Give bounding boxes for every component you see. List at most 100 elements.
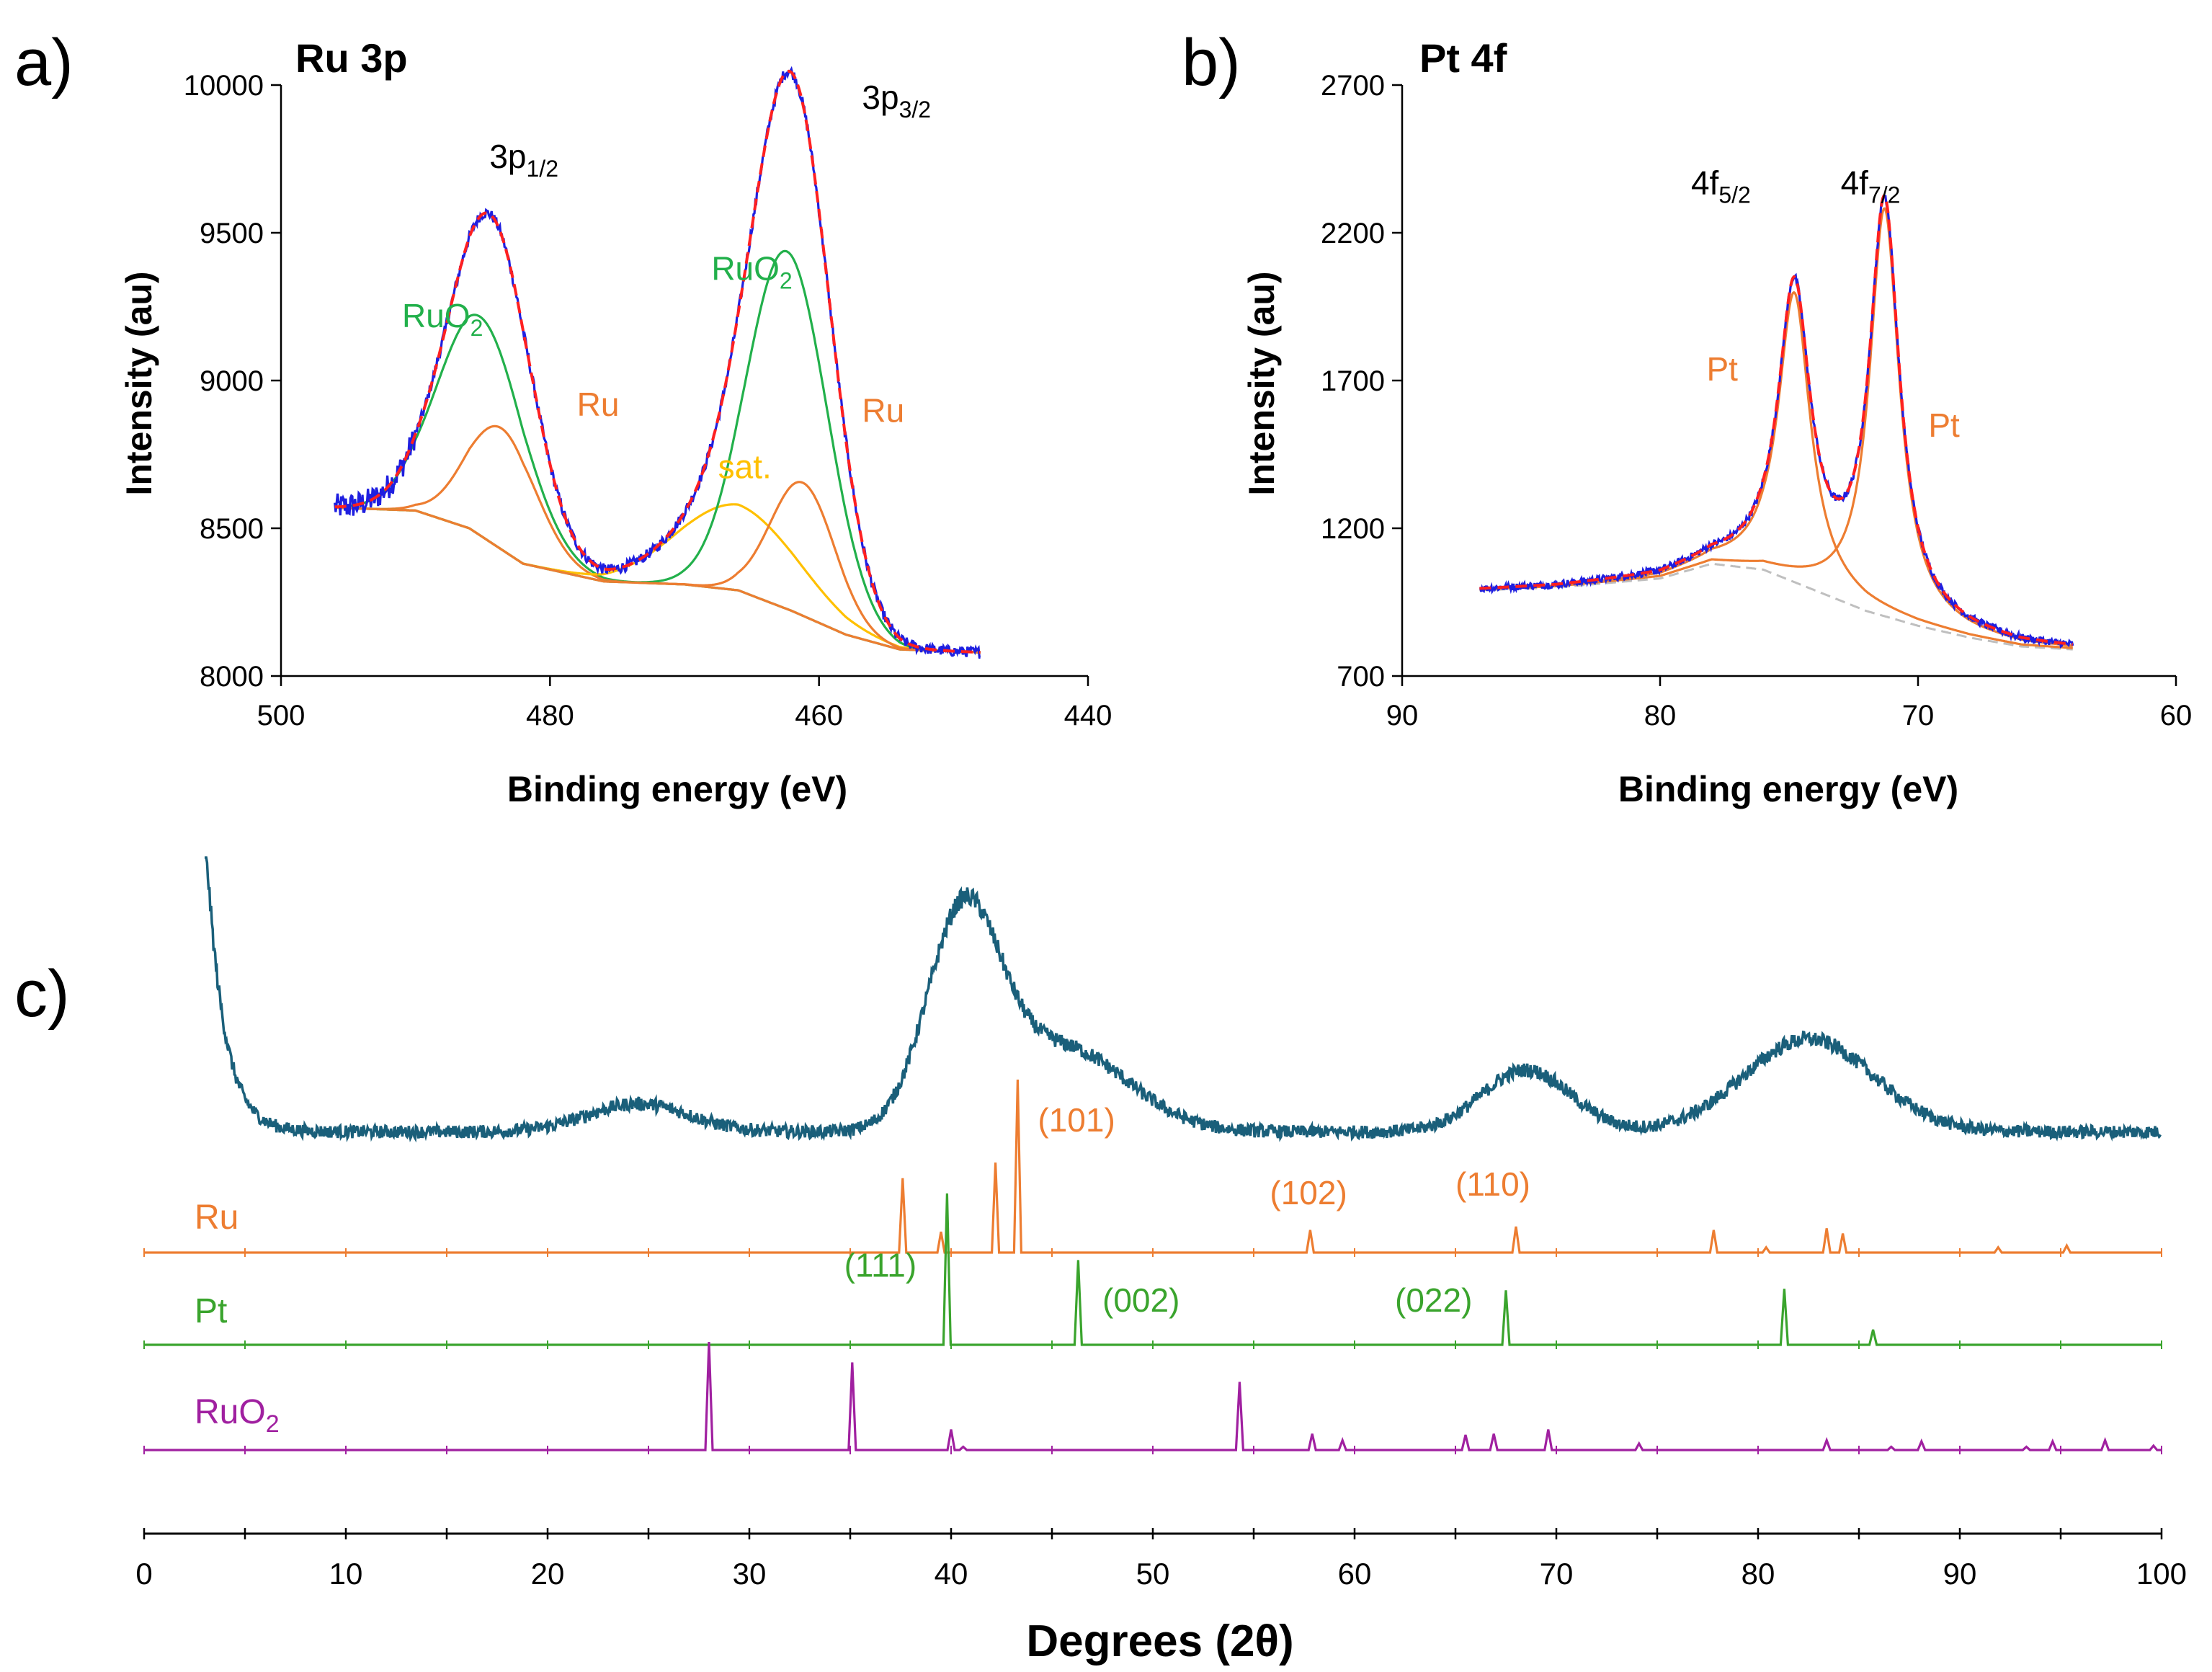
annotation-main: 3p xyxy=(489,138,526,175)
x-tick-label: 480 xyxy=(526,700,574,732)
annotation-main: RuO xyxy=(711,250,780,288)
annotation-label: RuO2 xyxy=(711,250,792,294)
x-tick-label: 90 xyxy=(1943,1557,1977,1591)
y-tick-label: 1200 xyxy=(1321,513,1385,545)
annotation-subscript: 1/2 xyxy=(527,156,558,182)
y-tick-label: 9000 xyxy=(200,365,264,397)
background-line xyxy=(1479,562,2073,651)
annotation-label: Pt xyxy=(1706,350,1738,388)
miller-index-label: (101) xyxy=(1038,1101,1115,1139)
miller-index-label: (022) xyxy=(1395,1281,1472,1319)
panel-b-title: Pt 4f xyxy=(1419,35,1507,81)
annotation-subscript: 7/2 xyxy=(1868,182,1900,208)
y-tick-label: 1700 xyxy=(1321,365,1385,397)
x-tick-label: 60 xyxy=(2160,700,2193,732)
panel-a-title: Ru 3p xyxy=(295,35,408,81)
panel-a-xlabel: Binding energy (eV) xyxy=(507,769,847,809)
x-tick-label: 50 xyxy=(1136,1557,1170,1591)
annotation-label: sat. xyxy=(718,448,772,485)
reference-peaks-line xyxy=(144,1193,2162,1346)
panel-b-letter: b) xyxy=(1182,26,1241,99)
component-sat-3p3-2 xyxy=(334,503,981,654)
annotation-main: 4f xyxy=(1841,164,1869,202)
reference-pt: Pt (111) (002) (022) xyxy=(143,1193,2162,1349)
y-tick-label: 8000 xyxy=(200,661,264,693)
miller-index-label: (002) xyxy=(1102,1281,1179,1319)
annotation-subscript: 3/2 xyxy=(899,97,931,123)
panel-b: b) Pt 4f Binding energy (eV) Intensity (… xyxy=(1182,26,2192,809)
raw-data-line xyxy=(334,66,981,659)
x-tick-label: 90 xyxy=(1386,700,1419,732)
annotation-main: Pt xyxy=(1706,350,1738,388)
panel-c-xrd-pattern xyxy=(205,856,2162,1143)
reference-peaks-line xyxy=(144,1341,2162,1451)
annotation-label: 4f5/2 xyxy=(1691,164,1751,208)
y-tick-label: 10000 xyxy=(184,70,264,102)
miller-index-label: (102) xyxy=(1270,1174,1347,1211)
panel-a: a) Ru 3p Binding energy (eV) Intensity (… xyxy=(14,26,1112,809)
annotation-subscript: 2 xyxy=(471,315,483,341)
annotation-label: Ru xyxy=(577,386,620,423)
x-tick-label: 80 xyxy=(1741,1557,1775,1591)
reference-name-label: RuO2 xyxy=(195,1393,280,1438)
component-pt-4f5-2 xyxy=(1479,290,2073,649)
x-tick-label: 60 xyxy=(1338,1557,1372,1591)
x-tick-label: 0 xyxy=(135,1557,152,1591)
reference-name-subscript: 2 xyxy=(266,1410,280,1438)
x-tick-label: 70 xyxy=(1902,700,1935,732)
panel-c-reference-patterns: Ru (101) (102) (110) Pt (111) (002) (022) RuO2 xyxy=(143,1079,2162,1454)
annotation-subscript: 2 xyxy=(780,268,793,294)
annotation-subscript: 5/2 xyxy=(1718,182,1750,208)
annotation-main: RuO xyxy=(402,297,471,334)
reference-name-main: Pt xyxy=(195,1292,227,1330)
annotation-main: Ru xyxy=(577,386,620,423)
reference-ru: Ru (101) (102) (110) xyxy=(143,1079,2162,1257)
x-tick-label: 70 xyxy=(1540,1557,1574,1591)
x-tick-label: 100 xyxy=(2136,1557,2187,1591)
panel-b-ylabel: Intensity (au) xyxy=(1241,271,1282,495)
panel-c-x-axis: 0 10 20 30 40 50 60 70 80 90 100 xyxy=(135,1528,2187,1591)
annotation-main: 3p xyxy=(862,79,898,116)
y-tick-label: 2200 xyxy=(1321,218,1385,249)
x-tick-label: 40 xyxy=(935,1557,968,1591)
y-tick-label: 8500 xyxy=(200,513,264,545)
y-tick-label: 700 xyxy=(1337,661,1385,693)
panel-a-ylabel: Intensity (au) xyxy=(119,271,159,495)
x-tick-label: 20 xyxy=(531,1557,565,1591)
miller-index-label: (111) xyxy=(844,1247,917,1284)
annotation-label: 3p3/2 xyxy=(862,79,931,123)
reference-name-main: Ru xyxy=(195,1199,238,1237)
annotation-label: 4f7/2 xyxy=(1841,164,1901,208)
reference-name-label: Ru xyxy=(195,1199,238,1237)
xrd-pattern-line xyxy=(205,856,2162,1143)
x-tick-label: 30 xyxy=(733,1557,767,1591)
y-tick-label: 2700 xyxy=(1321,70,1385,102)
reference-peaks-line xyxy=(144,1079,2162,1254)
x-tick-label: 460 xyxy=(795,700,843,732)
panel-c: c) Degrees (2θ) Ru (101) (102) (110) Pt (111)… xyxy=(14,856,2187,1666)
envelope-fit-line xyxy=(1479,194,2073,646)
panel-b-axes: 700 1200 1700 2200 2700 90 80 70 60 xyxy=(1321,70,2192,732)
panel-a-curves xyxy=(334,66,981,659)
reference-ruo: RuO2 xyxy=(143,1341,2162,1454)
panel-b-xlabel: Binding energy (eV) xyxy=(1618,769,1958,809)
annotation-label: 3p1/2 xyxy=(489,138,558,182)
reference-name-label: Pt xyxy=(195,1292,227,1330)
annotation-label: RuO2 xyxy=(402,297,483,341)
panel-c-letter: c) xyxy=(14,957,70,1031)
miller-index-label: (110) xyxy=(1455,1165,1530,1203)
x-tick-label: 440 xyxy=(1064,700,1112,732)
panel-a-axes: 8000 8500 9000 9500 10000 500 480 460 440 xyxy=(184,70,1112,732)
x-tick-label: 500 xyxy=(257,700,306,732)
annotation-main: Ru xyxy=(862,391,904,429)
x-tick-label: 10 xyxy=(329,1557,363,1591)
reference-name-main: RuO xyxy=(195,1393,266,1431)
annotation-label: Ru xyxy=(862,391,904,429)
y-tick-label: 9500 xyxy=(200,218,264,249)
annotation-main: 4f xyxy=(1691,164,1719,202)
panel-b-curves xyxy=(1479,194,2074,651)
